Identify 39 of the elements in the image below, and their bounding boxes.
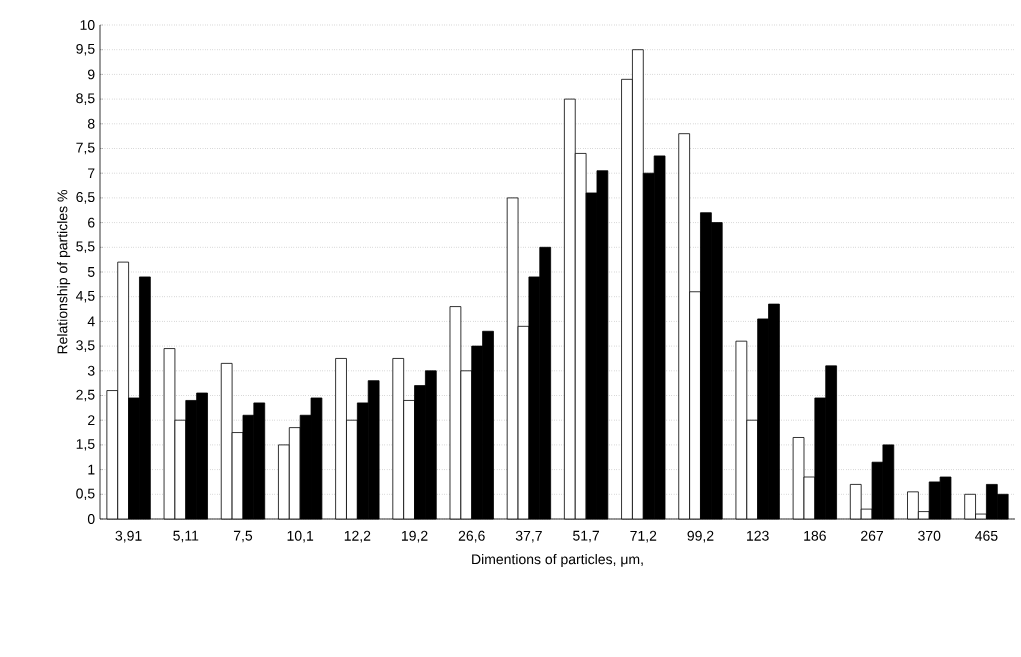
y-tick-label: 5 bbox=[87, 267, 95, 277]
x-tick-label: 5,11 bbox=[173, 530, 199, 543]
x-tick-label: 37,7 bbox=[515, 530, 542, 543]
y-tick-label: 3,5 bbox=[76, 340, 95, 352]
y-tick-label: 4,5 bbox=[76, 290, 95, 303]
x-tick-label: 99,2 bbox=[687, 530, 714, 543]
y-tick-label: 0 bbox=[87, 514, 95, 524]
y-tick-label: 9,5 bbox=[76, 43, 95, 56]
x-tick-label: 3,91 bbox=[115, 530, 142, 543]
y-tick-label: 10 bbox=[80, 20, 95, 30]
y-tick-label: 7 bbox=[88, 168, 95, 179]
x-tick-label: 71,2 bbox=[630, 530, 657, 543]
y-tick-label: 1,5 bbox=[76, 439, 95, 451]
y-tick-label: 4 bbox=[87, 316, 95, 327]
y-axis-title: Relationship of particles % bbox=[57, 190, 71, 354]
y-tick-label: 8,5 bbox=[76, 93, 95, 105]
x-axis-title: Dimentions of particles, μm, bbox=[472, 553, 643, 568]
x-tick-label: 123 bbox=[747, 530, 769, 541]
x-tick-label: 26,6 bbox=[458, 530, 485, 543]
y-tick-label: 2,5 bbox=[76, 389, 95, 402]
x-tick-label: 7,5 bbox=[233, 530, 253, 543]
x-tick-label: 370 bbox=[918, 530, 941, 541]
y-tick-label: 6,5 bbox=[76, 192, 95, 204]
y-tick-label: 9 bbox=[88, 69, 95, 80]
y-tick-label: 1 bbox=[88, 464, 95, 475]
y-tick-label: 3 bbox=[87, 365, 95, 376]
y-tick-label: 7,5 bbox=[76, 142, 95, 155]
y-tick-label: 2 bbox=[88, 415, 95, 426]
x-tick-label: 267 bbox=[861, 530, 884, 541]
y-tick-label: 5,5 bbox=[76, 241, 95, 254]
y-tick-label: 6 bbox=[88, 217, 95, 228]
x-tick-label: 12,2 bbox=[344, 530, 371, 543]
x-tick-label: 186 bbox=[804, 530, 826, 541]
x-tick-label: 465 bbox=[975, 530, 998, 541]
y-tick-label: 0,5 bbox=[76, 488, 95, 501]
y-tick-label: 8 bbox=[87, 118, 95, 129]
x-tick-label: 51,7 bbox=[573, 530, 600, 543]
x-tick-label: 19,2 bbox=[401, 530, 428, 543]
x-tick-label: 10,1 bbox=[287, 530, 314, 543]
